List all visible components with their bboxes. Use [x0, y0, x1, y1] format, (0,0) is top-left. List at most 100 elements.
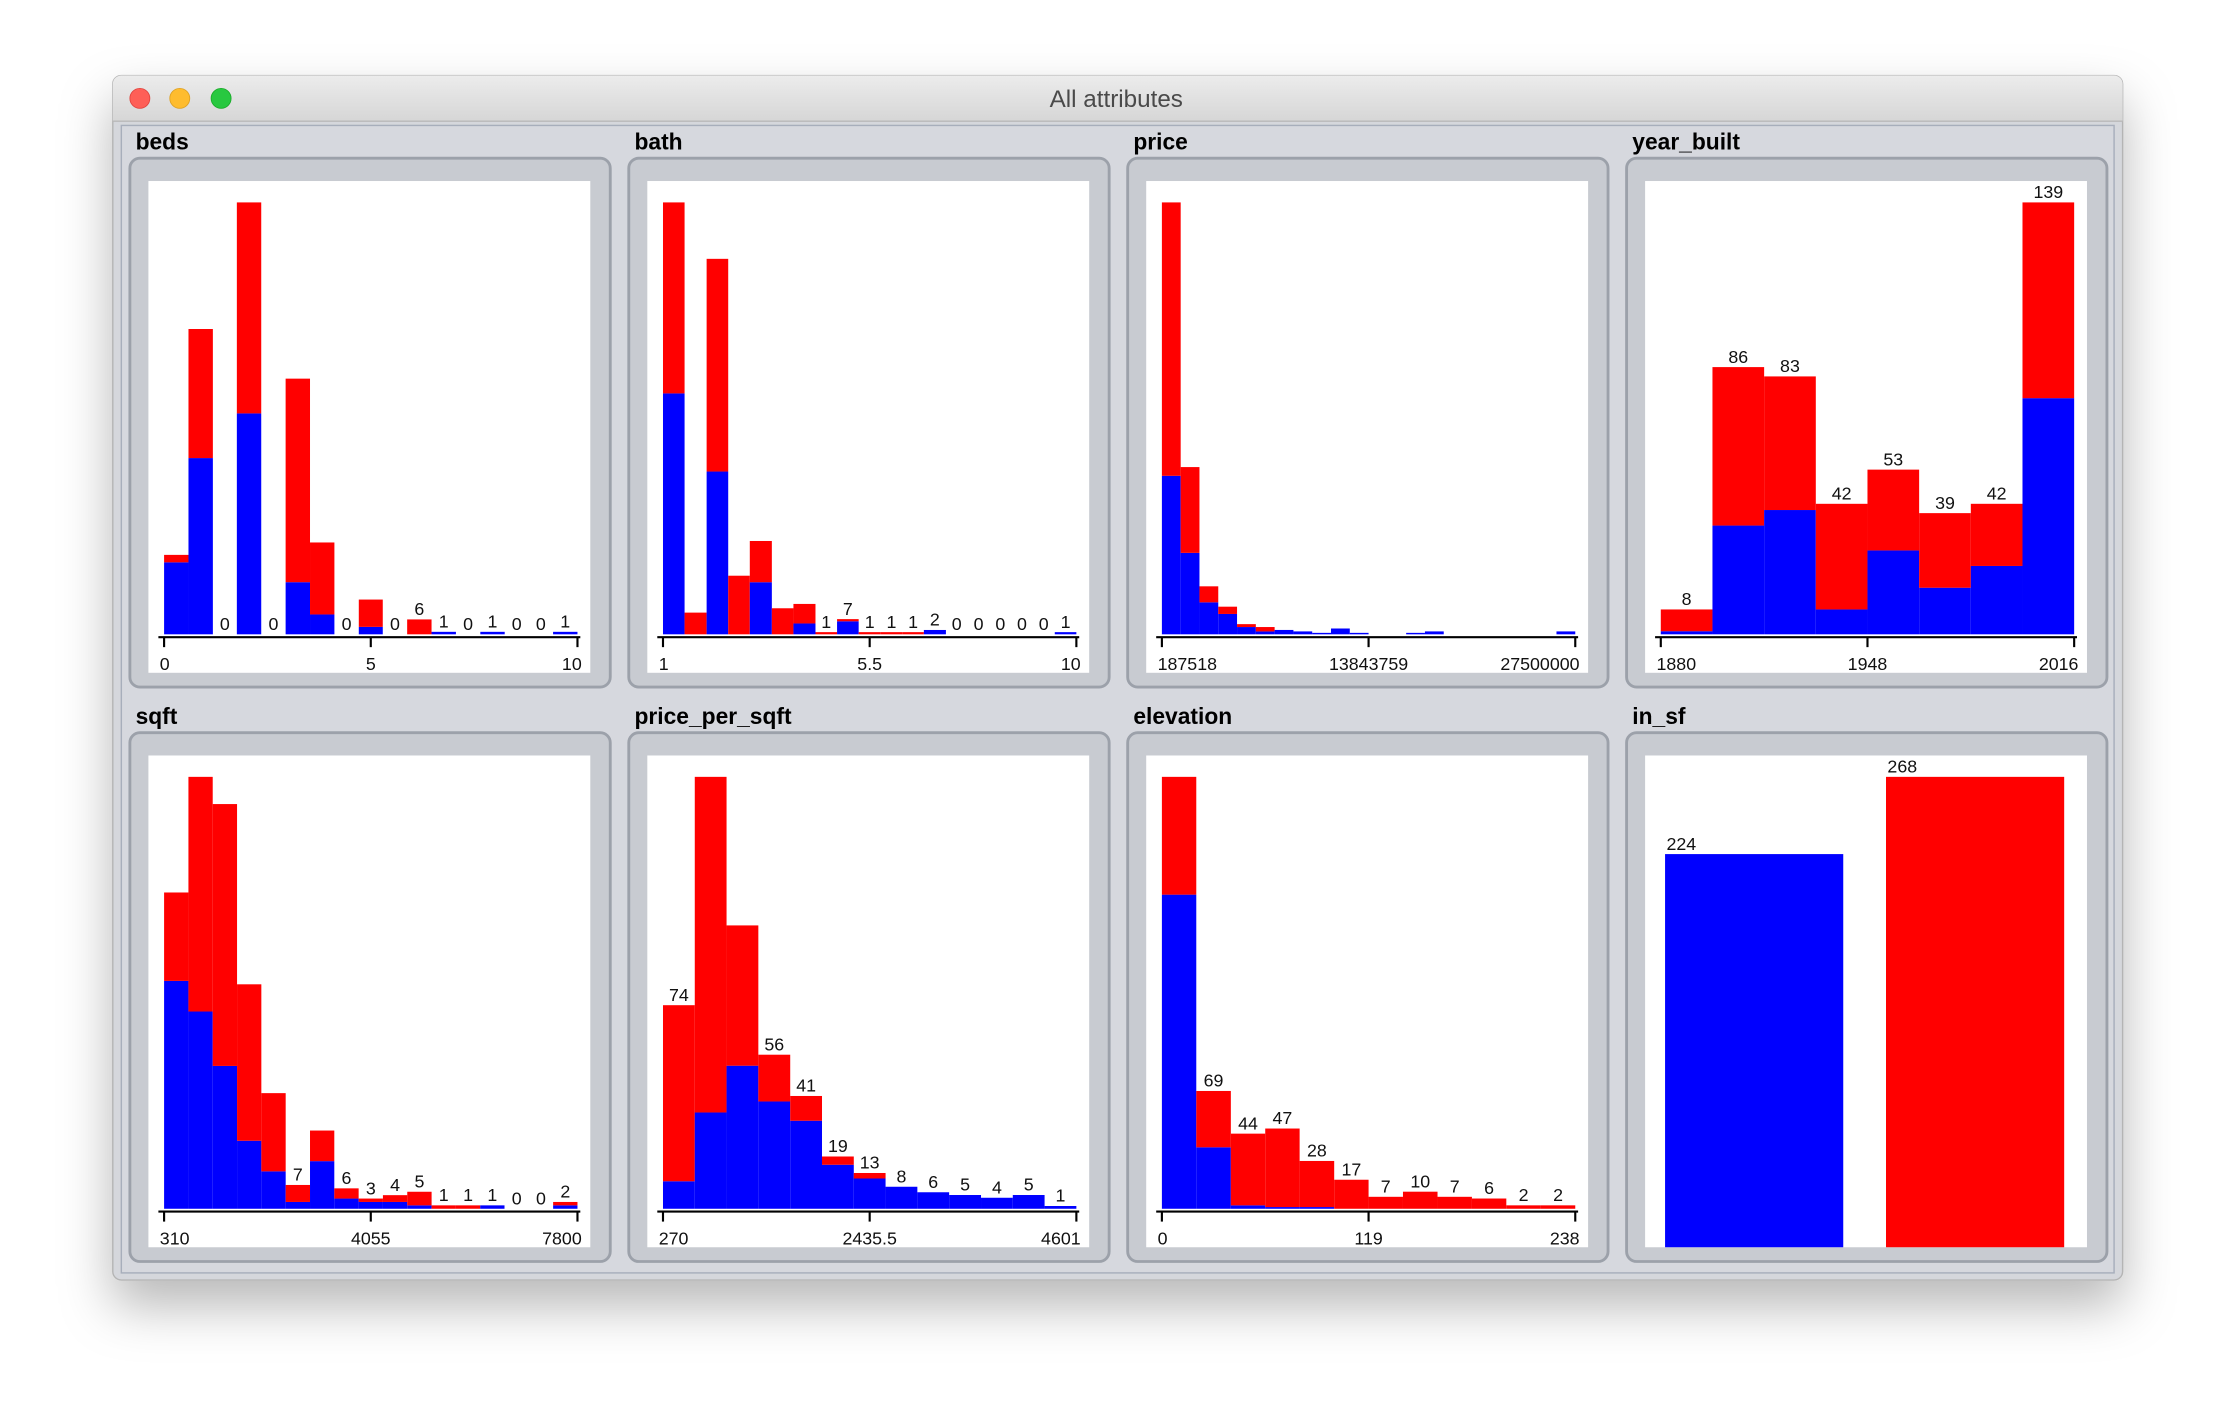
- bar-segment: [1867, 550, 1920, 635]
- bar-label: 7: [293, 1165, 303, 1185]
- bar-label: 69: [1204, 1071, 1224, 1091]
- zoom-button[interactable]: [210, 87, 232, 109]
- x-tick-label: 1880: [1657, 654, 1697, 674]
- bar-label: 44: [1238, 1113, 1258, 1133]
- bar-segment: [310, 1161, 335, 1209]
- x-tick-label: 2016: [2039, 654, 2079, 674]
- bar-segment: [431, 631, 456, 635]
- bar-label: 7: [843, 599, 853, 619]
- bar-segment: [1334, 1179, 1369, 1209]
- bar-segment: [1712, 525, 1765, 635]
- bar-label: 53: [1883, 449, 1903, 469]
- minimize-button[interactable]: [169, 87, 191, 109]
- bar-segment: [1919, 587, 1971, 635]
- bar-segment: [917, 1192, 950, 1209]
- bar-segment: [2022, 398, 2075, 635]
- bar-segment: [1218, 606, 1238, 614]
- panel-title: beds: [136, 129, 189, 155]
- bar-label: 0: [463, 614, 473, 634]
- bar-segment: [2022, 202, 2075, 399]
- bar-label: 0: [268, 614, 278, 634]
- bar-segment: [455, 1205, 481, 1209]
- bar-segment: [949, 1195, 982, 1209]
- bar-segment: [793, 603, 816, 624]
- bar-label: 2: [560, 1182, 570, 1202]
- bar-label: 0: [974, 614, 984, 634]
- plot-area: [148, 181, 591, 673]
- bar-segment: [1274, 629, 1294, 635]
- bar-segment: [758, 1054, 791, 1102]
- bar-segment: [1712, 367, 1765, 526]
- bar-segment: [358, 599, 383, 627]
- bar-segment: [358, 1198, 383, 1202]
- x-tick-label: 310: [160, 1228, 190, 1248]
- bar-segment: [285, 582, 311, 635]
- window-title: All attributes: [1050, 86, 1183, 113]
- bar-segment: [1368, 1196, 1403, 1209]
- bar-segment: [1199, 586, 1219, 603]
- bar-segment: [212, 1065, 238, 1209]
- bar-label: 0: [1039, 614, 1049, 634]
- x-tick-label: 0: [160, 654, 170, 674]
- bar-segment: [1331, 628, 1350, 635]
- bar-segment: [1299, 1207, 1335, 1209]
- bar-label: 6: [342, 1168, 352, 1188]
- bar-segment: [1349, 632, 1369, 635]
- bar-segment: [431, 1205, 456, 1209]
- bar-segment: [407, 1205, 432, 1209]
- bar-segment: [1012, 1195, 1045, 1209]
- bar-segment: [749, 582, 772, 635]
- bar-segment: [1424, 631, 1444, 635]
- bar-segment: [1255, 631, 1275, 635]
- bar-segment: [1161, 202, 1181, 476]
- bar-segment: [407, 1191, 432, 1206]
- bar-label: 3: [366, 1178, 376, 1198]
- bar-segment: [1970, 565, 2023, 635]
- bar-segment: [1161, 776, 1197, 895]
- bar-label: 47: [1273, 1108, 1293, 1128]
- bar-label: 5: [960, 1175, 970, 1195]
- bar-segment: [1764, 510, 1816, 635]
- bar-label: 56: [764, 1034, 784, 1054]
- bar-segment: [285, 1184, 311, 1202]
- bar-segment: [1237, 624, 1256, 628]
- close-button[interactable]: [129, 87, 151, 109]
- bar-segment: [858, 632, 881, 635]
- bar-segment: [837, 619, 859, 622]
- bar-segment: [1265, 1128, 1300, 1208]
- bar-label: 2: [1553, 1185, 1563, 1205]
- bar-segment: [1815, 503, 1868, 610]
- bar-segment: [1312, 632, 1332, 635]
- bar-label: 0: [536, 614, 546, 634]
- bar-label: 0: [342, 614, 352, 634]
- bar-label: 2: [1519, 1185, 1529, 1205]
- bar-segment: [694, 1112, 727, 1209]
- bar-label: 86: [1728, 347, 1748, 367]
- bar: [1665, 854, 1844, 1248]
- bar-label: 1: [821, 612, 831, 632]
- x-tick-label: 270: [659, 1228, 689, 1248]
- bar-segment: [726, 925, 759, 1066]
- bar-segment: [1867, 469, 1920, 551]
- bar-segment: [237, 1140, 262, 1209]
- bar-label: 1: [439, 1185, 449, 1205]
- bar-segment: [1556, 631, 1576, 635]
- bar-label: 5: [1024, 1175, 1034, 1195]
- bar-label: 5: [414, 1171, 424, 1191]
- bar-segment: [706, 471, 729, 635]
- bar-segment: [902, 632, 924, 635]
- bar-segment: [1218, 613, 1238, 635]
- bar-label: 10: [1410, 1171, 1430, 1191]
- bar-segment: [164, 554, 189, 563]
- bar-segment: [480, 631, 505, 635]
- x-tick-label: 4601: [1041, 1228, 1081, 1248]
- bar-segment: [684, 612, 707, 635]
- bar-segment: [662, 1005, 695, 1182]
- title-bar: [112, 75, 2123, 122]
- bar-label: 1: [865, 612, 875, 632]
- x-tick-label: 238: [1550, 1228, 1580, 1248]
- bar-segment: [1540, 1205, 1576, 1209]
- bar-segment: [1255, 627, 1275, 632]
- bar-segment: [261, 1093, 286, 1172]
- bar-label: 8: [897, 1166, 907, 1186]
